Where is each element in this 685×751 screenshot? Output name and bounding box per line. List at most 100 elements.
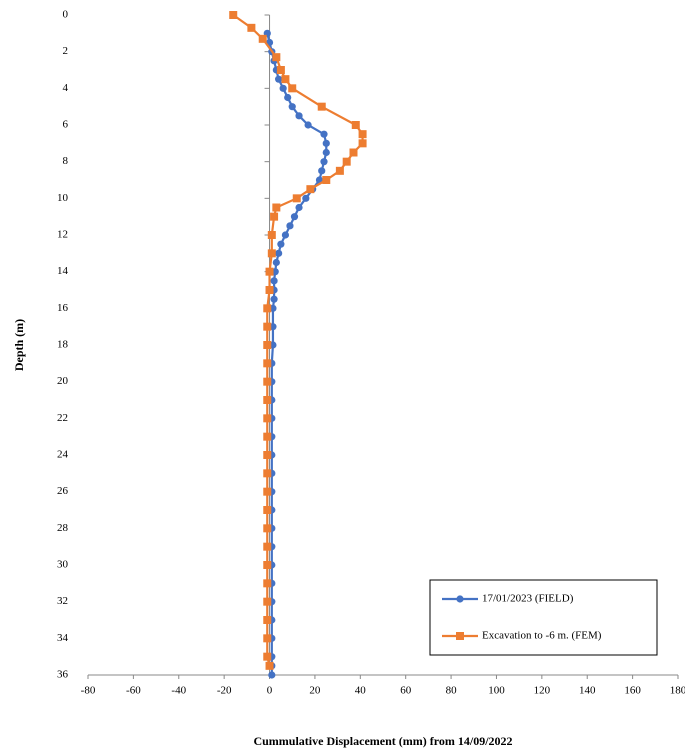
- square-marker: [342, 157, 351, 166]
- circle-marker: [286, 222, 294, 230]
- square-marker: [306, 185, 315, 194]
- y-tick-label: 36: [57, 669, 69, 681]
- square-marker: [263, 469, 272, 478]
- legend-marker: [456, 595, 464, 603]
- square-marker: [358, 139, 367, 148]
- circle-marker: [281, 231, 290, 239]
- square-marker: [263, 634, 272, 643]
- circle-marker: [295, 203, 303, 212]
- square-marker: [267, 249, 276, 258]
- circle-marker: [322, 139, 330, 147]
- square-marker: [263, 579, 272, 588]
- y-tick-label: 18: [57, 339, 69, 351]
- y-tick-label: 6: [63, 119, 69, 131]
- square-marker: [263, 561, 272, 569]
- square-marker: [263, 451, 272, 459]
- x-tick-label: 140: [579, 685, 596, 697]
- x-tick-label: 180: [670, 685, 685, 697]
- y-tick-label: 20: [57, 375, 69, 387]
- circle-marker: [295, 112, 303, 120]
- square-marker: [349, 148, 358, 157]
- y-tick-label: 8: [63, 155, 69, 167]
- x-tick-label: -40: [171, 685, 186, 697]
- square-marker: [288, 84, 297, 93]
- circle-marker: [270, 295, 278, 303]
- y-tick-label: 2: [63, 45, 69, 57]
- square-marker: [263, 506, 272, 514]
- square-marker: [263, 322, 272, 331]
- x-tick-label: 100: [488, 685, 505, 697]
- square-marker: [292, 194, 301, 203]
- square-marker: [229, 11, 238, 19]
- square-marker: [358, 130, 367, 139]
- x-tick-label: 80: [446, 685, 458, 697]
- x-tick-label: -80: [81, 685, 96, 697]
- y-tick-label: 16: [57, 302, 69, 314]
- square-marker: [263, 616, 272, 624]
- circle-marker: [320, 158, 328, 166]
- series-line: [266, 33, 328, 675]
- circle-marker: [275, 75, 283, 83]
- y-tick-label: 22: [57, 412, 68, 424]
- y-tick-label: 34: [57, 632, 69, 644]
- x-tick-label: 0: [267, 685, 273, 697]
- x-tick-label: 60: [400, 685, 412, 697]
- square-marker: [263, 597, 272, 606]
- square-marker: [263, 396, 272, 404]
- circle-marker: [318, 167, 326, 175]
- circle-marker: [302, 194, 310, 202]
- circle-marker: [279, 84, 287, 92]
- y-axis-title: Depth (m): [12, 319, 26, 371]
- circle-marker: [277, 240, 285, 248]
- square-marker: [263, 652, 272, 661]
- square-marker: [263, 432, 272, 441]
- x-tick-label: 40: [355, 685, 367, 697]
- legend-marker: [456, 632, 464, 640]
- circle-marker: [284, 93, 292, 102]
- y-tick-label: 32: [57, 595, 68, 607]
- x-tick-label: 120: [534, 685, 551, 697]
- y-tick-label: 4: [63, 82, 69, 94]
- square-marker: [263, 414, 272, 423]
- square-marker: [351, 121, 360, 129]
- legend-box: [429, 579, 658, 656]
- circle-marker: [290, 213, 299, 221]
- circle-marker: [304, 121, 312, 129]
- square-marker: [335, 166, 344, 175]
- circle-marker: [322, 148, 330, 157]
- square-marker: [270, 212, 279, 221]
- square-marker: [272, 203, 281, 212]
- circle-marker: [268, 671, 276, 679]
- x-axis-title: Cummulative Displacement (mm) from 14/09…: [253, 734, 512, 748]
- x-tick-label: 160: [624, 685, 641, 697]
- x-tick-label: 20: [309, 685, 321, 697]
- y-tick-label: 12: [57, 229, 68, 241]
- y-tick-label: 14: [57, 265, 69, 277]
- square-marker: [263, 304, 272, 313]
- square-marker: [263, 542, 272, 551]
- x-tick-label: -60: [126, 685, 141, 697]
- y-tick-label: 0: [63, 9, 69, 21]
- y-tick-label: 24: [57, 449, 69, 461]
- legend-label: Excavation to -6 m. (FEM): [482, 630, 602, 642]
- y-tick-label: 28: [57, 522, 69, 534]
- square-marker: [281, 75, 290, 84]
- square-marker: [258, 34, 267, 43]
- square-marker: [322, 176, 331, 184]
- y-tick-label: 26: [57, 485, 69, 497]
- square-marker: [265, 267, 274, 276]
- x-tick-label: -20: [217, 685, 232, 697]
- circle-marker: [272, 258, 280, 267]
- circle-marker: [275, 249, 283, 257]
- circle-marker: [270, 277, 278, 285]
- legend-label: 17/01/2023 (FIELD): [482, 593, 574, 605]
- circle-marker: [288, 103, 296, 111]
- square-marker: [263, 377, 272, 386]
- square-marker: [267, 231, 276, 239]
- square-marker: [263, 487, 272, 496]
- y-tick-label: 10: [57, 192, 69, 204]
- circle-marker: [320, 130, 328, 138]
- square-marker: [263, 359, 272, 368]
